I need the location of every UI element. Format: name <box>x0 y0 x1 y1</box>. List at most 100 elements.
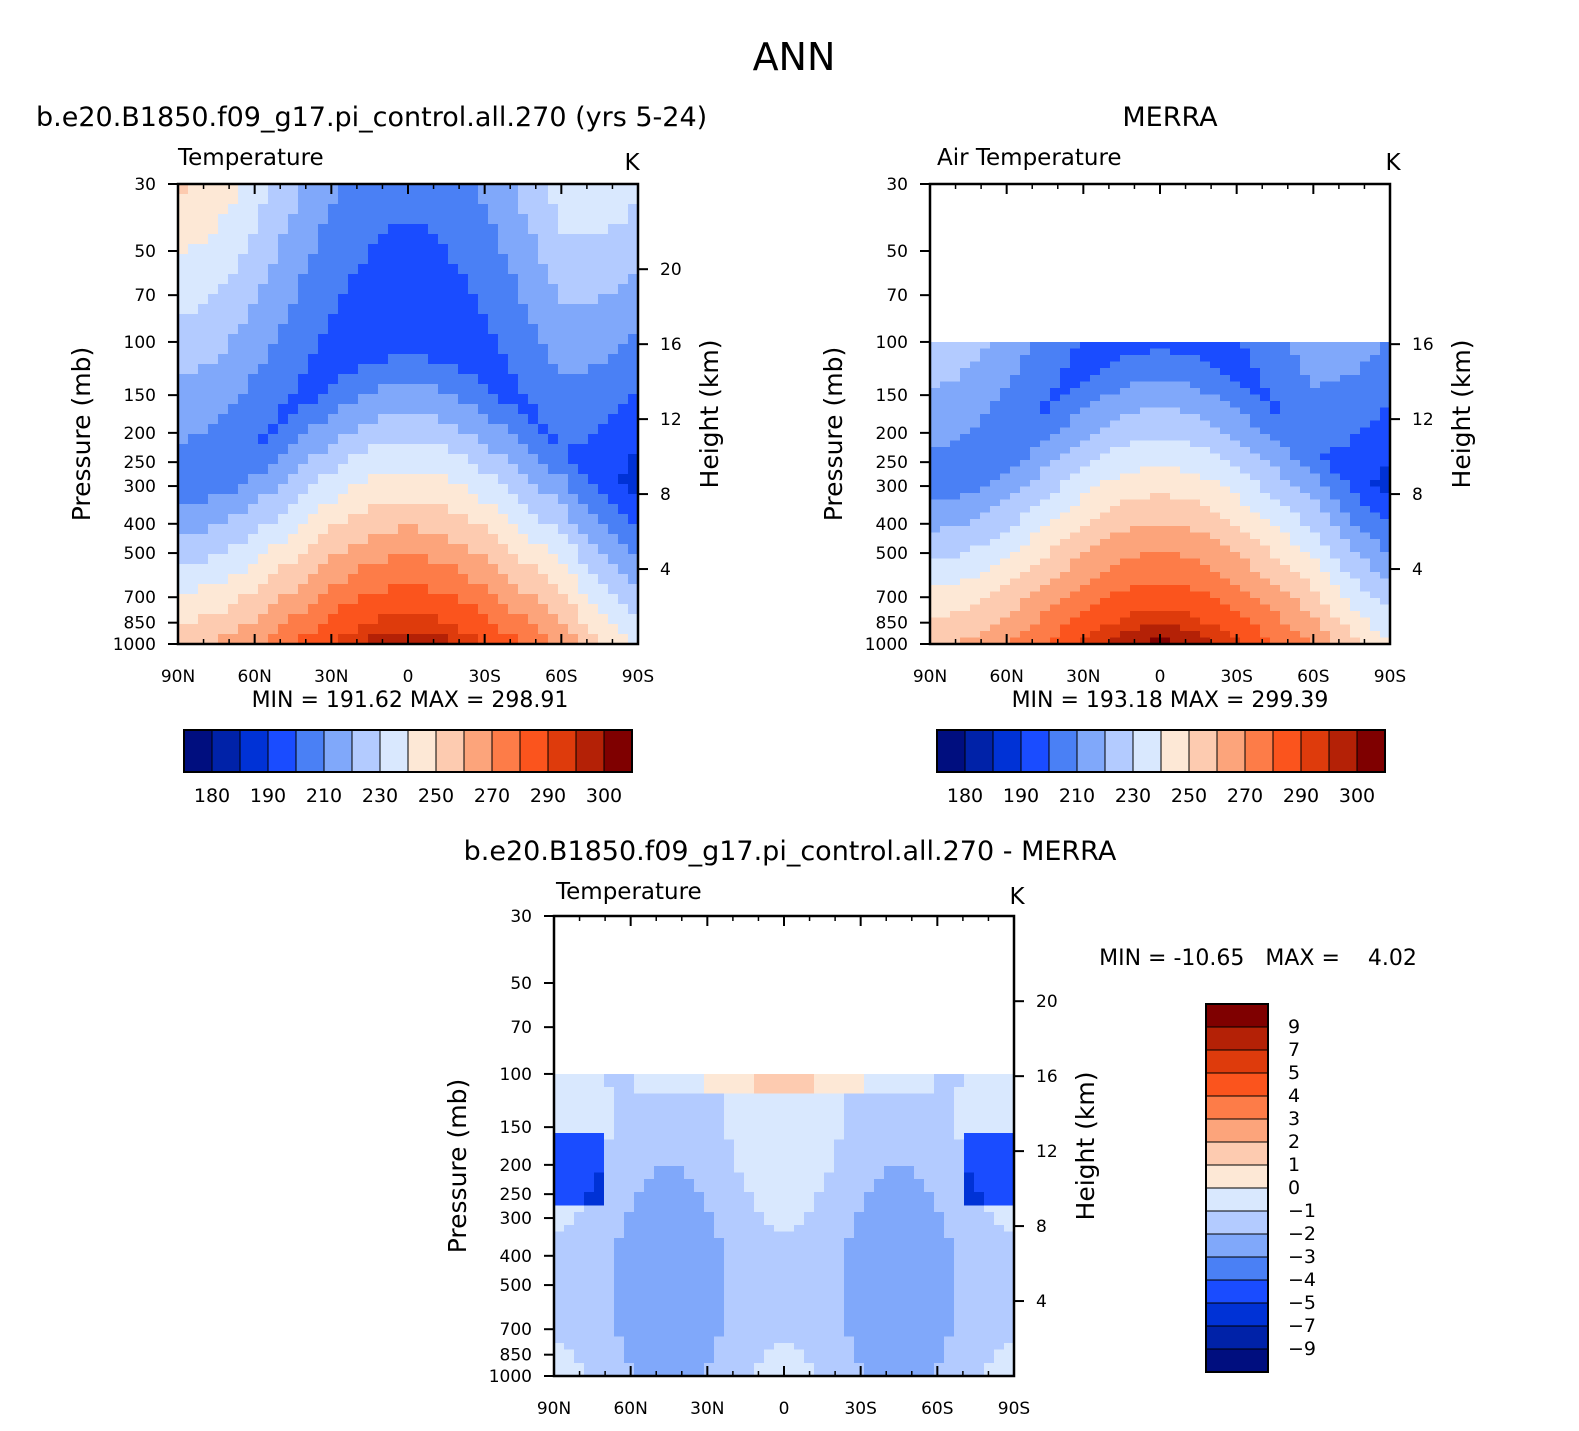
obs-cell <box>1370 387 1381 396</box>
obs-cell <box>1060 447 1071 455</box>
model-cell <box>428 564 439 575</box>
model-cell <box>268 604 279 615</box>
diff-cell <box>634 1185 645 1193</box>
obs-cell <box>1150 368 1161 376</box>
model-cell <box>288 324 299 335</box>
model-variable: Temperature <box>177 145 324 171</box>
obs-cell <box>1180 611 1191 619</box>
obs-cell <box>1080 499 1091 507</box>
model-cell <box>558 564 569 575</box>
obs-cell <box>1270 341 1281 350</box>
model-cell <box>308 234 319 245</box>
obs-cell <box>1170 381 1181 389</box>
model-cell <box>408 214 419 225</box>
model-cell <box>398 624 409 635</box>
diff-cell <box>584 1218 595 1226</box>
obs-cell <box>1190 381 1201 389</box>
obs-cell <box>1240 552 1251 560</box>
model-cell <box>568 634 579 645</box>
model-cell <box>618 404 629 415</box>
obs-cell <box>1330 420 1341 428</box>
model-cell <box>628 414 639 425</box>
obs-cell <box>1050 571 1061 579</box>
model-cell <box>498 224 509 235</box>
model-plot: 90N 60N 30N 0 30S 60S 90S305070100150200250300… <box>67 175 724 687</box>
model-cell <box>528 494 539 505</box>
model-cell <box>618 264 629 275</box>
model-cell <box>608 604 619 615</box>
model-cell <box>348 534 359 545</box>
model-cell <box>498 584 509 595</box>
obs-cell <box>1340 479 1351 488</box>
model-cell <box>268 464 279 475</box>
model-cell <box>548 394 559 405</box>
model-cell <box>268 234 279 245</box>
model-cell <box>378 504 389 515</box>
model-cell <box>598 594 609 605</box>
diff-cell <box>654 1211 665 1220</box>
diff-cell <box>604 1251 615 1259</box>
obs-cell <box>1340 374 1351 382</box>
obs-cell <box>1350 374 1361 382</box>
obs-cell <box>1230 519 1241 527</box>
obs-cell <box>1300 637 1311 645</box>
obs-cell <box>1130 545 1141 553</box>
obs-cell <box>1310 394 1321 402</box>
obs-cell <box>950 578 961 586</box>
diff-cell <box>614 1179 625 1187</box>
model-cell <box>358 564 369 575</box>
obs-cell <box>1380 598 1391 606</box>
obs-cell <box>1340 414 1351 422</box>
diff-cell <box>574 1139 585 1147</box>
model-cell <box>538 594 549 605</box>
obs-cell <box>1110 630 1121 639</box>
obs-cell <box>1100 348 1111 356</box>
obs-cell <box>1020 519 1031 527</box>
model-cell <box>588 244 599 255</box>
obs-cell <box>1100 368 1111 376</box>
obs-cell <box>1270 447 1281 455</box>
obs-cell <box>1300 624 1311 632</box>
model-cell <box>238 514 249 525</box>
model-cell <box>478 204 489 215</box>
model-cell <box>218 484 229 495</box>
model-cell <box>298 524 309 535</box>
obs-cell <box>1360 611 1371 619</box>
model-cell <box>458 254 469 265</box>
obs-cell <box>1370 440 1381 448</box>
diff-cell <box>574 1185 585 1193</box>
obs-cell <box>1040 460 1051 468</box>
model-cell <box>538 364 549 375</box>
diff-cell <box>624 1146 635 1154</box>
model-cell <box>188 384 199 395</box>
obs-cell <box>1270 598 1281 606</box>
model-cell <box>298 474 309 485</box>
diff-cell <box>654 1244 665 1252</box>
model-cell <box>358 624 369 635</box>
model-cell <box>538 254 549 265</box>
model-cell <box>558 554 569 565</box>
diff-cell <box>594 1290 605 1298</box>
obs-cell <box>940 552 951 560</box>
model-cell <box>418 264 429 275</box>
model-cell <box>398 354 409 365</box>
model-cell <box>258 594 269 605</box>
model-cell <box>258 504 269 515</box>
obs-cell <box>1300 440 1311 448</box>
obs-cell <box>1090 604 1101 612</box>
model-cell <box>458 294 469 305</box>
obs-cell <box>950 348 961 356</box>
obs-cell <box>1130 374 1141 382</box>
obs-cell <box>1010 394 1021 402</box>
obs-cell <box>1310 571 1321 579</box>
model-cell <box>528 264 539 275</box>
obs-cell <box>1360 538 1371 547</box>
obs-cell <box>970 598 981 606</box>
obs-cell <box>1200 630 1211 639</box>
model-cell <box>628 484 639 495</box>
model-cell <box>498 204 509 215</box>
obs-cell <box>1050 407 1061 415</box>
model-cell <box>598 434 609 445</box>
diff-cell <box>554 1231 565 1239</box>
model-cell <box>548 374 559 385</box>
